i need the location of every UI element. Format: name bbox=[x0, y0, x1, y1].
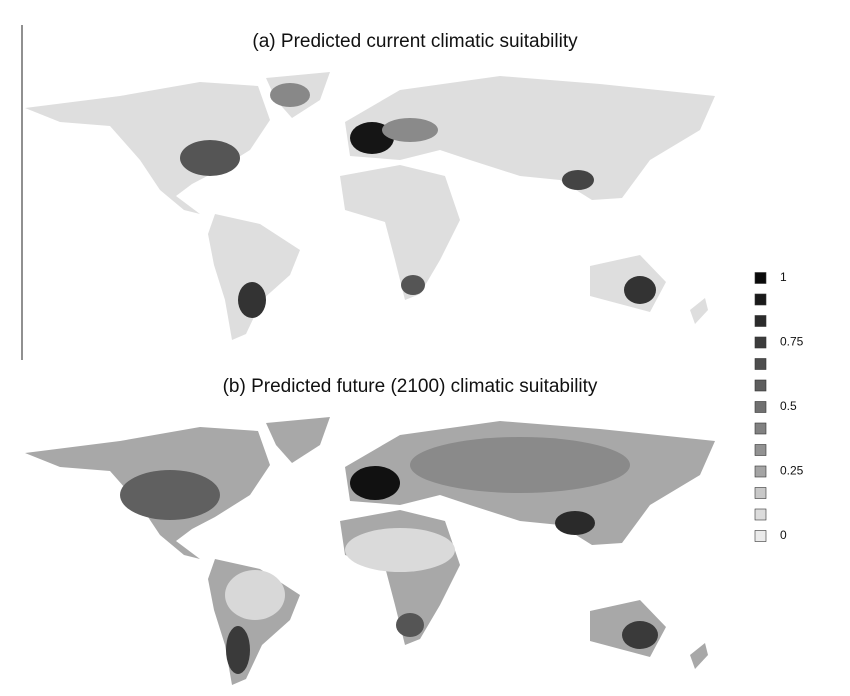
legend-swatch bbox=[754, 508, 767, 521]
legend-swatch bbox=[754, 336, 767, 349]
legend-swatch bbox=[754, 293, 767, 306]
legend-label: 0.25 bbox=[780, 464, 804, 478]
panel-title: (a) Predicted current climatic suitabili… bbox=[252, 31, 578, 52]
legend-label: 1 bbox=[780, 270, 787, 284]
map-future bbox=[25, 417, 715, 685]
legend-swatch bbox=[754, 487, 767, 499]
legend-label: 0 bbox=[780, 528, 787, 542]
legend-swatch bbox=[754, 315, 767, 327]
legend-swatch bbox=[754, 444, 767, 456]
panel-title: (b) Predicted future (2100) climatic sui… bbox=[223, 376, 598, 397]
legend: 1 0.75 0.5 0.25 0 bbox=[754, 270, 804, 542]
legend-swatch bbox=[754, 379, 767, 392]
legend-swatch bbox=[754, 272, 767, 284]
legend-label: 0.75 bbox=[780, 335, 804, 349]
legend-swatch bbox=[754, 401, 767, 413]
legend-swatch bbox=[754, 422, 767, 435]
map-current bbox=[25, 72, 715, 340]
legend-swatch bbox=[754, 358, 767, 370]
legend-label: 0.5 bbox=[780, 399, 797, 413]
legend-swatch bbox=[754, 530, 767, 542]
legend-swatch bbox=[754, 465, 767, 478]
